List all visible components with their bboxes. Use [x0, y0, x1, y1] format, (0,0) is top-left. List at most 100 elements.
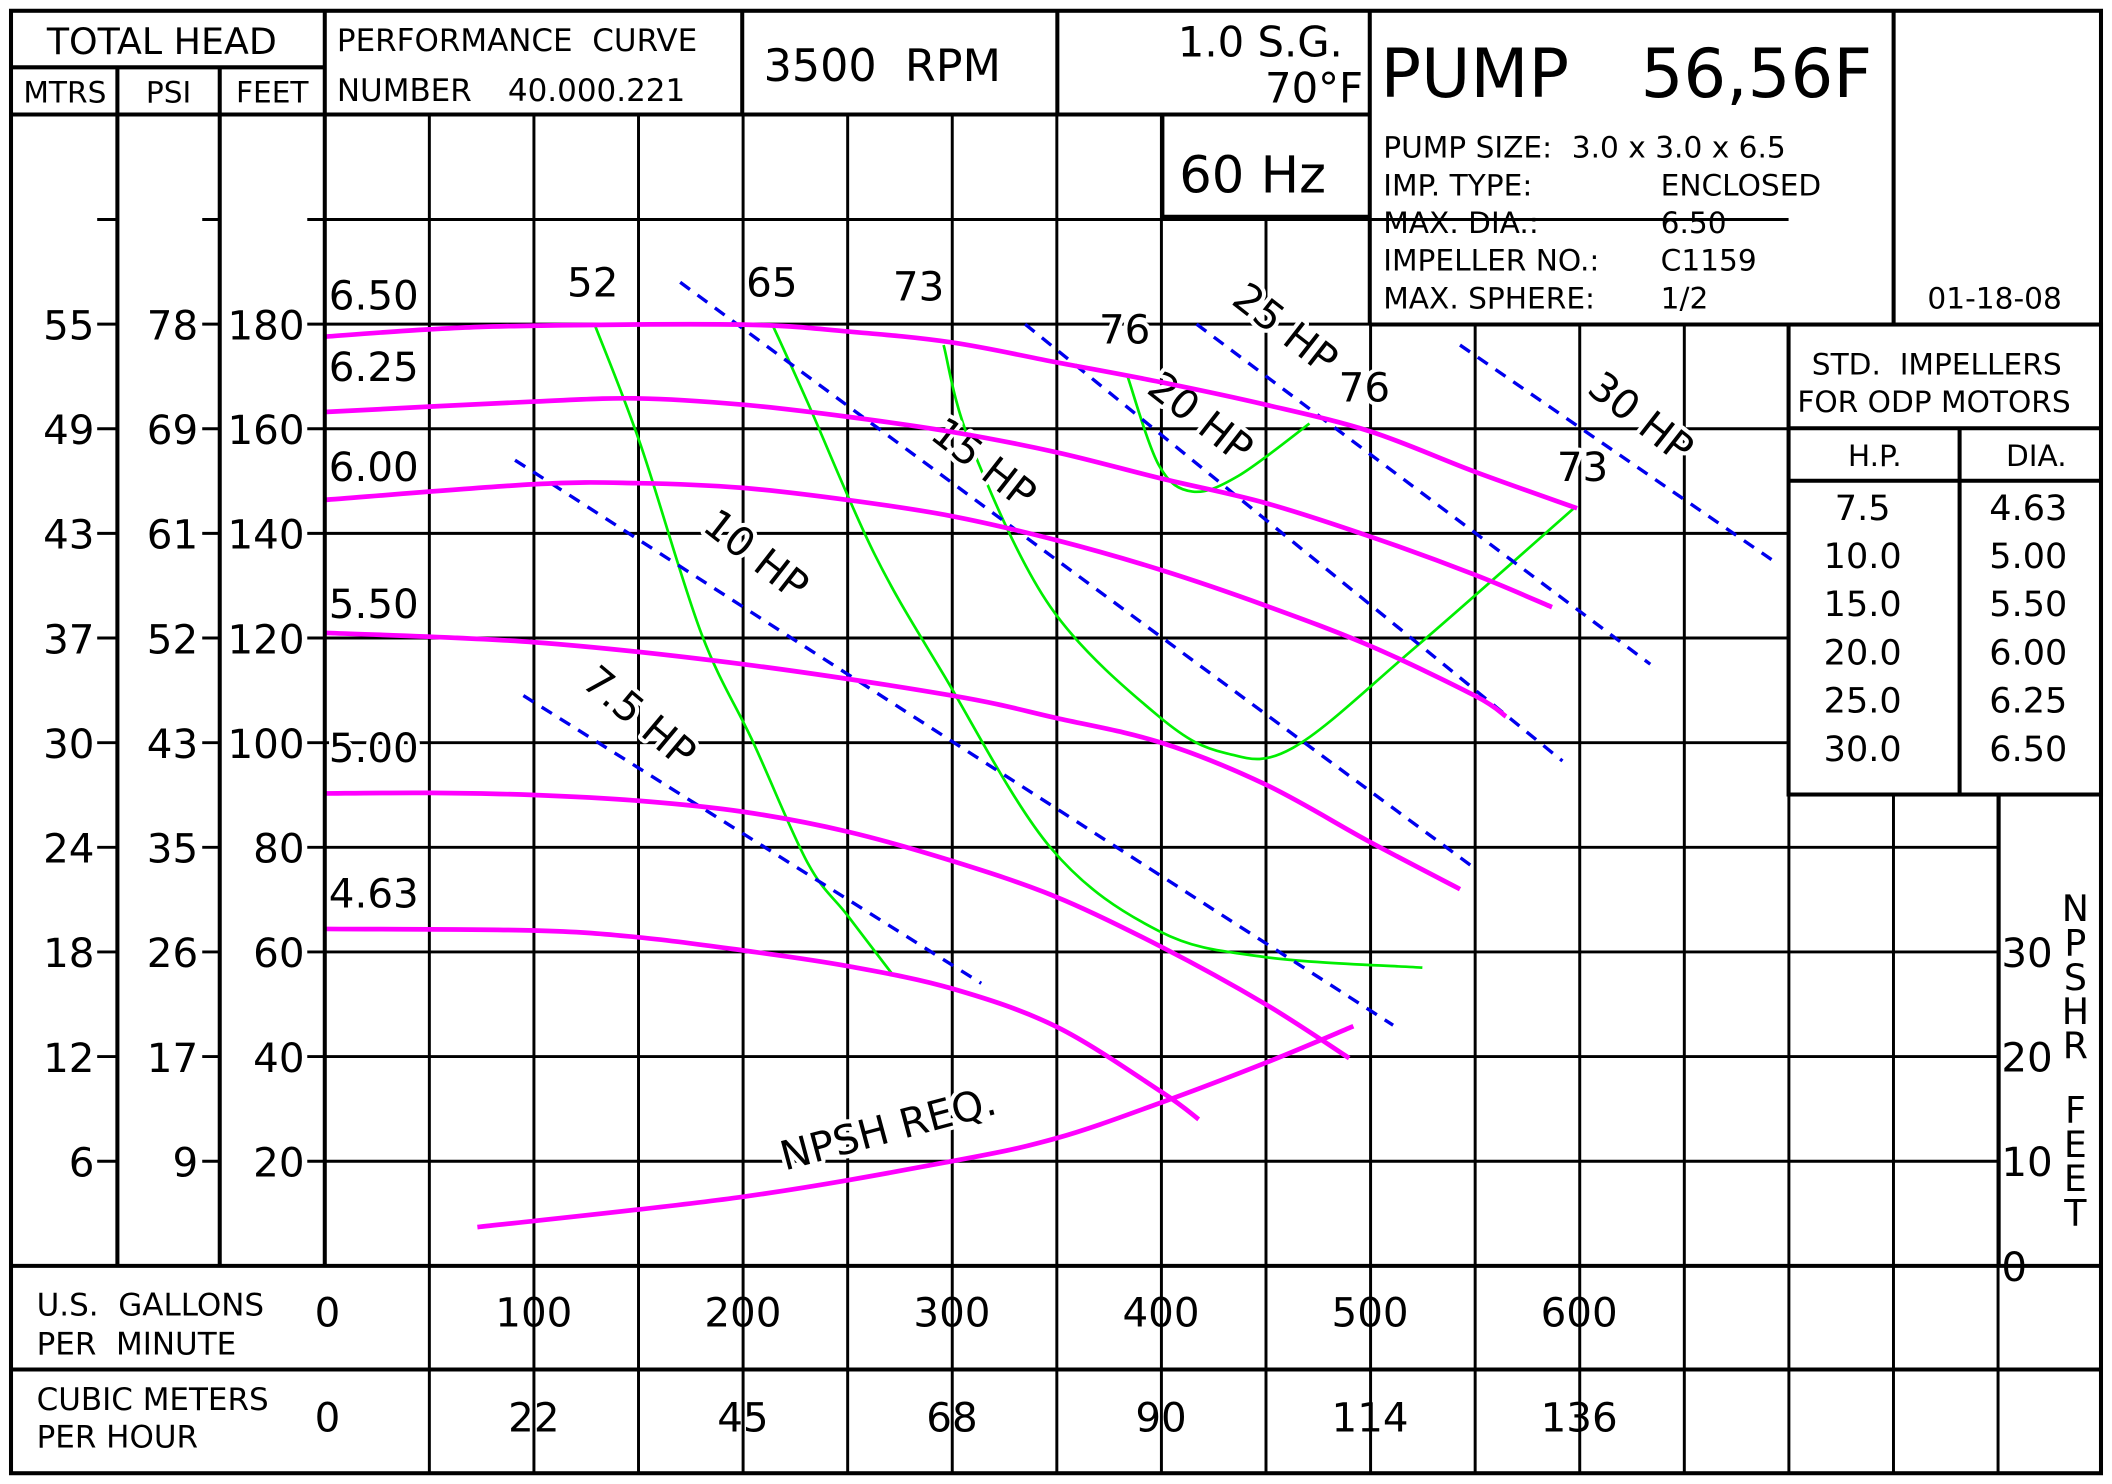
feet-tick-label: 60 [253, 930, 304, 977]
horsepower-line [679, 280, 1476, 870]
psi-tick-label: 35 [147, 826, 198, 873]
npsh-tick-label: 10 [2001, 1139, 2052, 1186]
npsh-tick-label: 30 [2001, 930, 2052, 977]
std-impeller-hp: 7.5 [1835, 489, 1891, 529]
gpm-tick-label: 400 [1122, 1289, 1199, 1336]
npsh-axis-title-letter: H [2062, 990, 2089, 1033]
std-impeller-hp: 20.0 [1824, 633, 1902, 673]
std-impeller-dia: 6.00 [1989, 633, 2067, 673]
mtrs-tick-label: 37 [43, 616, 94, 663]
impeller-head-curve [324, 395, 1553, 610]
std-impellers-title: STD. IMPELLERS [1812, 347, 2062, 381]
efficiency-label: 73 [893, 263, 944, 310]
std-impeller-dia: 5.50 [1989, 585, 2067, 625]
gpm-tick-label: 500 [1332, 1289, 1409, 1336]
axis-labels: 55 49 43 37 30 24 18 12 6 78 69 61 52 43 35 26 17 9 180 160… [43, 302, 2089, 1441]
feet-tick-label: 20 [253, 1139, 304, 1186]
feet-tick-label: 160 [227, 407, 304, 454]
total-head-label: TOTAL HEAD [46, 20, 277, 63]
std-impeller-hp: 15.0 [1824, 585, 1902, 625]
impeller-diameter-label: 5.50 [329, 581, 419, 628]
m3h-tick-label: 68 [926, 1394, 977, 1441]
spec-label: PUMP SIZE: [1383, 131, 1552, 165]
gpm-tick-label: 200 [704, 1289, 781, 1336]
mtrs-tick-label: 24 [43, 826, 94, 873]
std-impeller-hp: 25.0 [1824, 682, 1902, 722]
pump-model: 56,56F [1641, 35, 1872, 113]
horsepower-line [1024, 322, 1564, 763]
mtrs-tick-label: 6 [69, 1139, 95, 1186]
npsh-axis-title-letter: T [2063, 1191, 2087, 1234]
std-impeller-dia: 5.00 [1989, 537, 2067, 577]
spec-value: ENCLOSED [1661, 168, 1822, 202]
spec-value: 3.0 x 3.0 x 6.5 [1572, 131, 1786, 165]
efficiency-curve [593, 323, 893, 974]
feet-tick-label: 80 [253, 826, 304, 873]
impeller-diameter-label: 6.50 [329, 273, 419, 320]
psi-column-header: PSI [146, 75, 191, 109]
psi-tick-label: 78 [147, 302, 198, 349]
std-impeller-dia: 4.63 [1989, 489, 2067, 529]
hp-column-header: H.P. [1848, 439, 1902, 473]
psi-tick-label: 52 [147, 616, 198, 663]
gpm-axis-title: U.S. GALLONS PER MINUTE [37, 1288, 265, 1363]
npsh-axis-title-letter: E [2064, 1123, 2087, 1166]
m3h-tick-label: 114 [1332, 1394, 1409, 1441]
pump-specs: PUMP SIZE: 3.0 x 3.0 x 6.5 IMP. TYPE: EN… [1383, 131, 1821, 316]
std-impeller-hp: 30.0 [1824, 730, 1902, 770]
horsepower-line [1195, 322, 1652, 666]
mtrs-tick-label: 55 [43, 302, 94, 349]
impeller-diameter-label: 5.00 [329, 725, 419, 772]
mtrs-tick-label: 18 [43, 930, 94, 977]
efficiency-label: 76 [1099, 306, 1150, 353]
specific-gravity-label: 1.0 S.G. [1178, 18, 1343, 67]
npsh-axis-title-letter: N [2062, 887, 2089, 930]
horsepower-line [514, 458, 1395, 1027]
psi-tick-label: 17 [147, 1035, 198, 1082]
npsh-tick-label: 20 [2001, 1035, 2052, 1082]
impeller-head-curve [324, 630, 1462, 892]
impeller-diameter-label: 6.25 [329, 344, 419, 391]
mtrs-tick-label: 49 [43, 407, 94, 454]
mtrs-column-header: MTRS [23, 75, 106, 109]
curve-number-value: 40.000.221 [508, 73, 685, 109]
curve-number-label: NUMBER [337, 73, 472, 109]
psi-tick-label: 43 [147, 721, 198, 768]
std-impellers-rows: 7.5 4.63 10.0 5.00 15.0 5.50 20.0 6.00 25.0 6.25 3… [1824, 489, 2068, 770]
feet-tick-label: 100 [227, 721, 304, 768]
horsepower-line [522, 694, 983, 985]
impeller-head-curve [324, 926, 1201, 1122]
rpm-label: 3500 RPM [764, 41, 1001, 92]
spec-label: IMP. TYPE: [1383, 168, 1532, 202]
m3h-axis-title: CUBIC METERS PER HOUR [37, 1382, 269, 1456]
impeller-head-curve [324, 321, 1578, 511]
m3h-tick-label: 136 [1541, 1394, 1618, 1441]
std-impeller-dia: 6.25 [1989, 682, 2067, 722]
feet-tick-label: 40 [253, 1035, 304, 1082]
efficiency-label: 52 [567, 259, 618, 306]
frequency-label: 60 Hz [1179, 147, 1326, 206]
npsh-axis-title-letter: R [2063, 1024, 2088, 1067]
feet-tick-label: 180 [227, 302, 304, 349]
std-impeller-dia: 6.50 [1989, 730, 2067, 770]
gpm-tick-label: 0 [315, 1289, 341, 1336]
impeller-head-curve [324, 480, 1508, 719]
efficiency-label: 73 [1557, 444, 1608, 491]
spec-value: 1/2 [1661, 281, 1709, 315]
mtrs-tick-label: 12 [43, 1035, 94, 1082]
std-impellers-subtitle: FOR ODP MOTORS [1797, 385, 2070, 419]
date-label: 01-18-08 [1927, 281, 2061, 315]
impeller-head-curve [324, 790, 1351, 1061]
m3h-tick-label: 45 [717, 1394, 768, 1441]
npsh-required-curve [477, 1024, 1355, 1230]
impeller-diameter-label: 6.00 [329, 444, 419, 491]
psi-tick-label: 69 [147, 407, 198, 454]
m3h-tick-label: 22 [508, 1394, 559, 1441]
m3h-tick-label: 0 [315, 1394, 341, 1441]
gpm-tick-label: 300 [913, 1289, 990, 1336]
efficiency-label: 65 [746, 259, 797, 306]
impeller-diameter-label: 4.63 [329, 871, 419, 918]
temperature-label: 70°F [1265, 63, 1363, 112]
psi-tick-label: 9 [172, 1139, 198, 1186]
